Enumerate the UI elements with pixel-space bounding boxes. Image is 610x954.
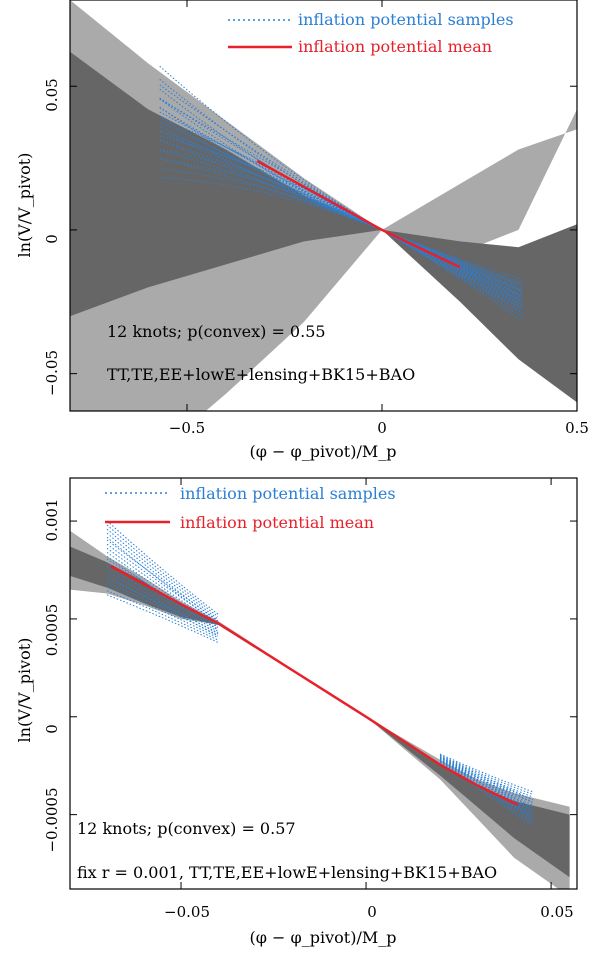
y-tick-label: 0.0005 bbox=[43, 604, 61, 657]
sample-curve bbox=[159, 117, 523, 290]
sample-curve bbox=[106, 575, 219, 637]
outer-confidence-band bbox=[70, 530, 570, 889]
y-axis-label: ln(V/V_pivot) bbox=[15, 153, 34, 258]
legend: inflation potential samples inflation po… bbox=[228, 10, 514, 56]
sample-curve bbox=[159, 121, 523, 299]
mean-curve bbox=[256, 159, 461, 269]
legend-samples-label: inflation potential samples bbox=[180, 484, 396, 503]
sample-curve bbox=[439, 758, 533, 803]
sample-curve bbox=[106, 590, 219, 641]
sample-curve bbox=[439, 758, 533, 816]
y-tick-label: 0.05 bbox=[43, 78, 61, 111]
annotation-knots: 12 knots; p(convex) = 0.55 bbox=[107, 322, 326, 341]
sample-curve bbox=[159, 106, 523, 280]
sample-curve bbox=[159, 98, 523, 285]
sample-curve bbox=[106, 528, 219, 620]
chart-bottom: −0.05 0 0.05 −0.0005 0 0.0005 0.001 (φ −… bbox=[15, 477, 578, 947]
sample-curve bbox=[106, 551, 219, 628]
legend-mean-label: inflation potential mean bbox=[298, 37, 492, 56]
sample-curve bbox=[159, 139, 523, 288]
sample-curve bbox=[159, 107, 523, 296]
annotation-datasets: TT,TE,EE+lowE+lensing+BK15+BAO bbox=[107, 365, 415, 384]
x-tick-label: 0.05 bbox=[540, 903, 573, 921]
sample-curve bbox=[106, 536, 219, 625]
plot-frame bbox=[69, 477, 578, 890]
sample-curve bbox=[439, 755, 533, 798]
sample-curve bbox=[439, 757, 533, 811]
y-tick-label: 0 bbox=[43, 234, 61, 244]
x-tick-label: 0.5 bbox=[565, 419, 589, 437]
sample-curve bbox=[439, 757, 533, 801]
sample-curve bbox=[159, 176, 523, 297]
sample-curve bbox=[439, 756, 533, 808]
x-axis-label: (φ − φ_pivot)/M_p bbox=[250, 442, 397, 461]
plot-frame bbox=[69, 0, 578, 412]
sample-curve bbox=[159, 148, 523, 314]
y-tick-label: 0 bbox=[43, 724, 61, 734]
sample-curves bbox=[159, 65, 523, 323]
annotation-knots: 12 knots; p(convex) = 0.57 bbox=[77, 819, 296, 838]
x-tick-label: 0 bbox=[377, 419, 387, 437]
y-tick-label: −0.0005 bbox=[43, 787, 61, 852]
tick-marks bbox=[70, 0, 578, 411]
x-tick-label: −0.05 bbox=[164, 903, 210, 921]
sample-curve bbox=[106, 571, 219, 635]
sample-curve bbox=[439, 759, 533, 819]
sample-curve bbox=[439, 760, 533, 822]
inner-confidence-band bbox=[70, 51, 577, 403]
y-axis-label: ln(V/V_pivot) bbox=[15, 638, 34, 743]
y-tick-label: 0.001 bbox=[43, 499, 61, 542]
sample-curve bbox=[159, 149, 523, 297]
chart-top: −0.5 0 0.5 −0.05 0 0.05 (φ − φ_pivot)/M_… bbox=[15, 0, 589, 461]
sample-curve bbox=[439, 753, 533, 793]
sample-curve bbox=[106, 524, 219, 617]
sample-curve bbox=[159, 158, 523, 292]
mean-curve bbox=[110, 565, 519, 806]
sample-curve bbox=[106, 586, 219, 639]
sample-curve bbox=[106, 594, 219, 643]
x-tick-label: 0 bbox=[367, 903, 377, 921]
sample-curve bbox=[106, 566, 219, 632]
inner-confidence-band bbox=[70, 546, 570, 878]
annotation-datasets: fix r = 0.001, TT,TE,EE+lowE+lensing+BK1… bbox=[77, 863, 497, 882]
tick-marks bbox=[70, 478, 577, 889]
sample-curve bbox=[159, 88, 523, 291]
sample-curve bbox=[159, 131, 523, 293]
legend-mean-label: inflation potential mean bbox=[180, 513, 374, 532]
legend-samples-label: inflation potential samples bbox=[298, 10, 514, 29]
legend: inflation potential samples inflation po… bbox=[105, 484, 396, 532]
sample-curve bbox=[159, 65, 523, 306]
x-tick-label: −0.5 bbox=[169, 419, 205, 437]
sample-curve bbox=[106, 520, 219, 615]
sample-curve bbox=[159, 135, 523, 323]
sample-curve bbox=[159, 140, 523, 304]
sample-curve bbox=[106, 558, 219, 628]
x-axis-label: (φ − φ_pivot)/M_p bbox=[250, 928, 397, 947]
y-tick-label: −0.05 bbox=[43, 350, 61, 396]
